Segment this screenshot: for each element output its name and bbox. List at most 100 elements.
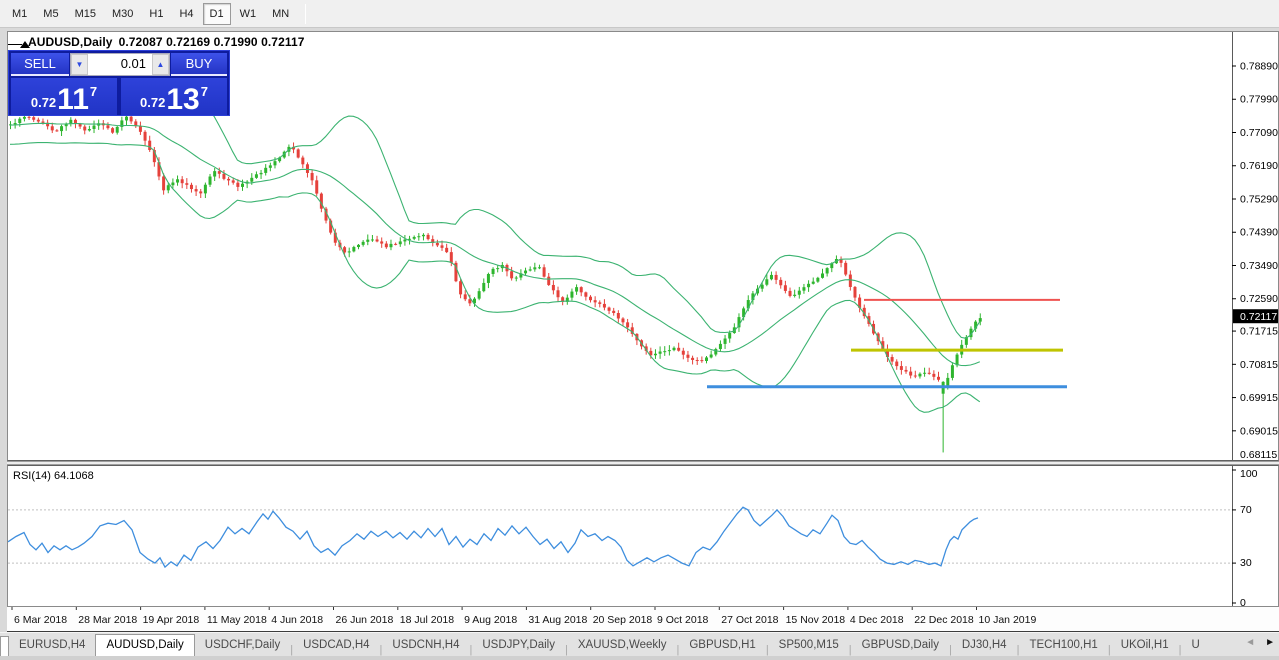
- price-axis[interactable]: 0.78890 0.77990 0.77090 0.76190 0.75290 0.743…: [1232, 32, 1278, 460]
- timeframe-button-m30[interactable]: M30: [111, 7, 134, 20]
- date-label: 27 Oct 2018: [721, 614, 778, 626]
- toolbar-separator: [305, 3, 307, 24]
- buy-price-big: 13: [166, 83, 200, 116]
- timeframe-button-mn[interactable]: MN: [272, 7, 290, 20]
- timeframe-button-d1[interactable]: D1: [202, 2, 231, 25]
- chart-tab-usdcad-h4[interactable]: USDCAD,H4: [303, 639, 370, 651]
- chart-tab-usdcnh-h4[interactable]: USDCNH,H4: [392, 639, 460, 651]
- date-label: 26 Jun 2018: [336, 614, 394, 626]
- timeframe-buttons: M1 M5 M15 M30 H1 H4 D1 W1 MN: [4, 2, 297, 25]
- sell-price-box[interactable]: 0.72 11 7: [11, 78, 117, 115]
- chart-tab-xauusd-weekly[interactable]: XAUUSD,Weekly: [577, 639, 667, 651]
- buy-price-box[interactable]: 0.72 13 7: [121, 78, 227, 115]
- tab-separator: |: [290, 644, 294, 656]
- svg-text:0.69015: 0.69015: [1240, 425, 1278, 437]
- chart-symbol-label: AUDUSD,Daily: [28, 35, 113, 49]
- chart-tab-eurusd-h4[interactable]: EURUSD,H4: [19, 639, 86, 651]
- chart-window-frame: AUDUSD,Daily 0.72087 0.72169 0.71990 0.72…: [0, 28, 1279, 660]
- date-label: 9 Oct 2018: [657, 614, 709, 626]
- tab-scroll-arrows: ◄ ►: [1245, 637, 1275, 648]
- chart-tab-u[interactable]: U: [1191, 639, 1200, 651]
- svg-text:0.77990: 0.77990: [1240, 94, 1278, 106]
- candles: [9, 113, 982, 453]
- date-label: 10 Jan 2019: [979, 614, 1037, 626]
- chart-tab-sp500-m15[interactable]: SP500,M15: [778, 639, 839, 651]
- date-label: 6 Mar 2018: [14, 614, 67, 626]
- chart-tab-tech100-h1[interactable]: TECH100,H1: [1029, 639, 1098, 651]
- volume-decrease-button[interactable]: ▼: [71, 54, 88, 75]
- timeframe-button-m5[interactable]: M5: [43, 7, 59, 20]
- tab-separator: |: [948, 644, 952, 656]
- svg-text:0.77090: 0.77090: [1240, 127, 1278, 139]
- date-label: 11 May 2018: [207, 614, 267, 626]
- date-label: 31 Aug 2018: [528, 614, 587, 626]
- tab-scroll-left-icon[interactable]: ◄: [1245, 637, 1256, 648]
- chart-tab-gbpusd-h1[interactable]: GBPUSD,H1: [689, 639, 756, 651]
- rsi-chart[interactable]: 100 70 30 0 RSI(14) 64.1068: [8, 466, 1278, 606]
- volume-input[interactable]: 0.01: [88, 54, 152, 75]
- rsi-axis-label: 0: [1240, 597, 1246, 606]
- svg-text:0.72117: 0.72117: [1240, 311, 1277, 323]
- svg-text:0.69915: 0.69915: [1240, 392, 1278, 404]
- timeframe-button-m15[interactable]: M15: [74, 7, 96, 20]
- volume-stepper: ▼ 0.01 ▲: [70, 53, 170, 76]
- rsi-line: [8, 506, 979, 569]
- tab-separator: |: [565, 644, 568, 656]
- chart-tab-usdjpy-daily[interactable]: USDJPY,Daily: [482, 639, 555, 651]
- chart-ohlc-values: 0.72087 0.72169 0.71990 0.72117: [118, 35, 305, 49]
- chart-tab-dj30-h4[interactable]: DJ30,H4: [961, 639, 1007, 651]
- date-label: 4 Jun 2018: [271, 614, 323, 626]
- rsi-indicator-pane[interactable]: 100 70 30 0 RSI(14) 64.1068: [7, 465, 1279, 607]
- tab-separator: |: [676, 644, 680, 656]
- svg-text:0.72590: 0.72590: [1240, 293, 1278, 305]
- sell-price-sup: 7: [89, 84, 98, 99]
- rsi-axis-label: 100: [1240, 468, 1258, 480]
- current-price-tag: 0.72117: [1233, 309, 1278, 324]
- chart-tab-bar: EURUSD,H4 AUDUSD,Daily USDCHF,Daily | USDCAD…: [0, 632, 1279, 656]
- sell-price-prefix: 0.72: [30, 95, 57, 110]
- timeframe-button-w1[interactable]: W1: [239, 7, 257, 20]
- rsi-axis-label: 70: [1240, 504, 1252, 516]
- sell-price-big: 11: [57, 83, 89, 116]
- svg-text:0.71715: 0.71715: [1240, 326, 1278, 338]
- buy-button[interactable]: BUY: [171, 53, 227, 76]
- chart-title: AUDUSD,Daily 0.72087 0.72169 0.71990 0.72…: [28, 35, 305, 49]
- tab-separator: |: [848, 644, 852, 656]
- tab-stub[interactable]: [0, 636, 9, 656]
- sell-button[interactable]: SELL: [11, 53, 69, 76]
- chart-tabs: EURUSD,H4 AUDUSD,Daily USDCHF,Daily | USDCAD…: [9, 634, 1210, 656]
- svg-text:0.68115: 0.68115: [1240, 449, 1277, 460]
- svg-text:0.75290: 0.75290: [1240, 193, 1278, 205]
- pane-splitter[interactable]: [7, 461, 1279, 465]
- svg-text:0.73490: 0.73490: [1240, 260, 1278, 272]
- svg-text:0.78890: 0.78890: [1240, 61, 1278, 73]
- rsi-value-label: RSI(14) 64.1068: [13, 470, 94, 482]
- chart-tab-gbpusd-daily[interactable]: GBPUSD,Daily: [861, 639, 939, 651]
- timeframe-button-m1[interactable]: M1: [12, 7, 28, 20]
- tab-separator: |: [765, 644, 769, 656]
- tab-separator: |: [1107, 644, 1111, 656]
- tab-separator: |: [1178, 644, 1182, 656]
- candlestick-chart[interactable]: 0.78890 0.77990 0.77090 0.76190 0.75290 0.743…: [8, 32, 1278, 460]
- chart-tab-usdchf-daily[interactable]: USDCHF,Daily: [204, 639, 281, 651]
- buy-price-sup: 7: [200, 84, 208, 99]
- date-label: 22 Dec 2018: [914, 614, 974, 626]
- timeframe-button-h1[interactable]: H1: [149, 7, 164, 20]
- tab-separator: |: [1016, 644, 1020, 656]
- date-axis-labels: 6 Mar 2018 28 Mar 2018 19 Apr 2018 11 May 2…: [11, 607, 1037, 626]
- one-click-trade-panel: SELL ▼ 0.01 ▲ BUY 0.72 11 7 0.72 13 7: [8, 50, 230, 116]
- svg-text:0.70815: 0.70815: [1240, 359, 1278, 371]
- date-label: 18 Jul 2018: [400, 614, 454, 626]
- volume-increase-button[interactable]: ▲: [152, 54, 169, 75]
- timeframe-toolbar: M1 M5 M15 M30 H1 H4 D1 W1 MN: [0, 0, 1279, 28]
- tab-separator: |: [379, 644, 383, 656]
- date-axis[interactable]: 6 Mar 2018 28 Mar 2018 19 Apr 2018 11 May 2…: [7, 607, 1279, 632]
- timeframe-button-h4[interactable]: H4: [179, 7, 194, 20]
- tab-separator: |: [469, 644, 473, 656]
- chart-tab-audusd-daily[interactable]: AUDUSD,Daily: [95, 634, 195, 656]
- chart-tab-ukoil-h1[interactable]: UKOil,H1: [1120, 639, 1169, 651]
- tab-scroll-right-icon[interactable]: ►: [1265, 637, 1275, 648]
- date-label: 9 Aug 2018: [464, 614, 517, 626]
- buy-price-prefix: 0.72: [140, 95, 166, 110]
